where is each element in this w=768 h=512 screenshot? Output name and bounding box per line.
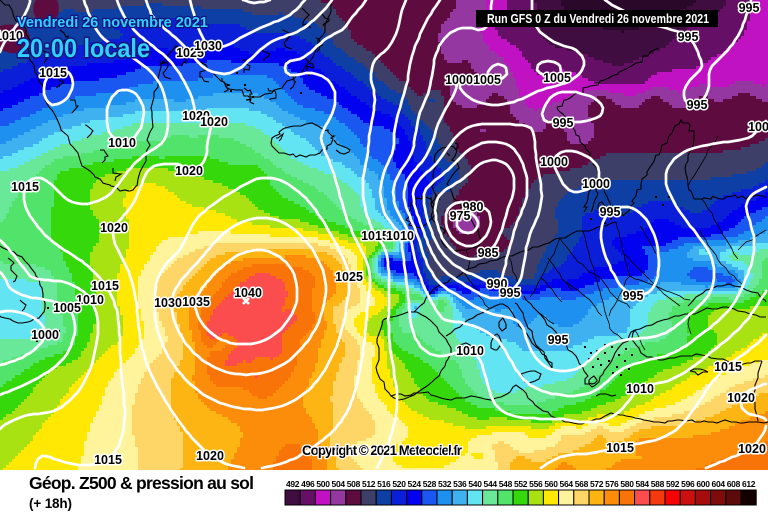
svg-text:572: 572 (590, 479, 604, 489)
svg-text:592: 592 (666, 479, 680, 489)
svg-text:588: 588 (651, 479, 665, 489)
svg-text:20:00 locale: 20:00 locale (17, 33, 150, 63)
svg-text:1010: 1010 (0, 29, 23, 43)
svg-text:1035: 1035 (182, 295, 210, 309)
svg-text:1010: 1010 (456, 344, 484, 358)
svg-text:520: 520 (392, 479, 406, 489)
svg-text:1010: 1010 (108, 136, 136, 150)
svg-text:544: 544 (484, 479, 498, 489)
svg-text:548: 548 (499, 479, 513, 489)
svg-text:536: 536 (453, 479, 467, 489)
svg-text:600: 600 (696, 479, 710, 489)
svg-text:516: 516 (377, 479, 391, 489)
svg-text:1020: 1020 (100, 221, 128, 235)
svg-text:1020: 1020 (182, 109, 210, 123)
svg-text:504: 504 (332, 479, 346, 489)
svg-text:1000: 1000 (540, 155, 568, 169)
svg-text:584: 584 (636, 479, 650, 489)
svg-text:1005: 1005 (543, 71, 571, 85)
svg-text:496: 496 (301, 479, 315, 489)
svg-text:1015: 1015 (91, 279, 119, 293)
svg-text:1010: 1010 (76, 293, 104, 307)
svg-text:990: 990 (487, 277, 508, 291)
svg-text:995: 995 (739, 1, 760, 15)
svg-text:995: 995 (623, 289, 644, 303)
svg-text:524: 524 (408, 479, 422, 489)
svg-text:Géop. Z500 & pression au sol: Géop. Z500 & pression au sol (29, 473, 254, 493)
svg-text:596: 596 (681, 479, 695, 489)
svg-text:512: 512 (362, 479, 376, 489)
svg-text:(+ 18h): (+ 18h) (29, 496, 72, 511)
svg-text:608: 608 (727, 479, 741, 489)
svg-text:Copyright © 2021 Meteociel.fr: Copyright © 2021 Meteociel.fr (302, 443, 463, 458)
svg-text:1000: 1000 (582, 177, 610, 191)
svg-text:604: 604 (712, 479, 726, 489)
svg-text:540: 540 (468, 479, 482, 489)
svg-text:1030: 1030 (154, 296, 182, 310)
svg-text:1015: 1015 (361, 229, 389, 243)
svg-text:1000: 1000 (748, 120, 768, 134)
svg-text:1005: 1005 (473, 73, 501, 87)
svg-text:1020: 1020 (727, 391, 755, 405)
svg-text:556: 556 (529, 479, 543, 489)
svg-text:552: 552 (514, 479, 528, 489)
svg-text:1010: 1010 (386, 229, 414, 243)
svg-text:580: 580 (620, 479, 634, 489)
svg-text:995: 995 (553, 116, 574, 130)
svg-text:1020: 1020 (175, 164, 203, 178)
svg-text:1000: 1000 (445, 73, 473, 87)
svg-text:1015: 1015 (39, 66, 67, 80)
svg-text:564: 564 (560, 479, 574, 489)
svg-text:1015: 1015 (606, 441, 634, 455)
svg-text:995: 995 (687, 98, 708, 112)
svg-text:1030: 1030 (194, 39, 222, 53)
svg-text:985: 985 (478, 246, 499, 260)
svg-text:1040: 1040 (234, 286, 262, 300)
svg-text:980: 980 (463, 200, 484, 214)
svg-text:1005: 1005 (53, 301, 81, 315)
svg-text:532: 532 (438, 479, 452, 489)
svg-text:1020: 1020 (196, 449, 224, 463)
svg-text:1025: 1025 (335, 270, 363, 284)
svg-text:568: 568 (575, 479, 589, 489)
svg-text:492: 492 (286, 479, 300, 489)
svg-text:1025: 1025 (176, 46, 204, 60)
svg-text:560: 560 (544, 479, 558, 489)
svg-text:1015: 1015 (714, 360, 742, 374)
svg-text:975: 975 (450, 209, 471, 223)
svg-text:1020: 1020 (738, 442, 766, 456)
svg-text:995: 995 (500, 286, 521, 300)
svg-text:500: 500 (316, 479, 330, 489)
svg-text:528: 528 (423, 479, 437, 489)
svg-text:1020: 1020 (200, 115, 228, 129)
svg-text:995: 995 (600, 205, 621, 219)
svg-text:995: 995 (678, 30, 699, 44)
svg-text:Vendredi 26 novembre 2021: Vendredi 26 novembre 2021 (17, 15, 208, 31)
svg-text:1010: 1010 (626, 382, 654, 396)
svg-text:1015: 1015 (11, 180, 39, 194)
svg-text:995: 995 (548, 333, 569, 347)
svg-text:1015: 1015 (94, 453, 122, 467)
svg-text:1000: 1000 (31, 328, 59, 342)
svg-text:508: 508 (347, 479, 361, 489)
svg-text:576: 576 (605, 479, 619, 489)
svg-text:Run GFS 0 Z du Vendredi 26 nov: Run GFS 0 Z du Vendredi 26 novembre 2021 (487, 12, 709, 26)
svg-text:612: 612 (742, 479, 756, 489)
